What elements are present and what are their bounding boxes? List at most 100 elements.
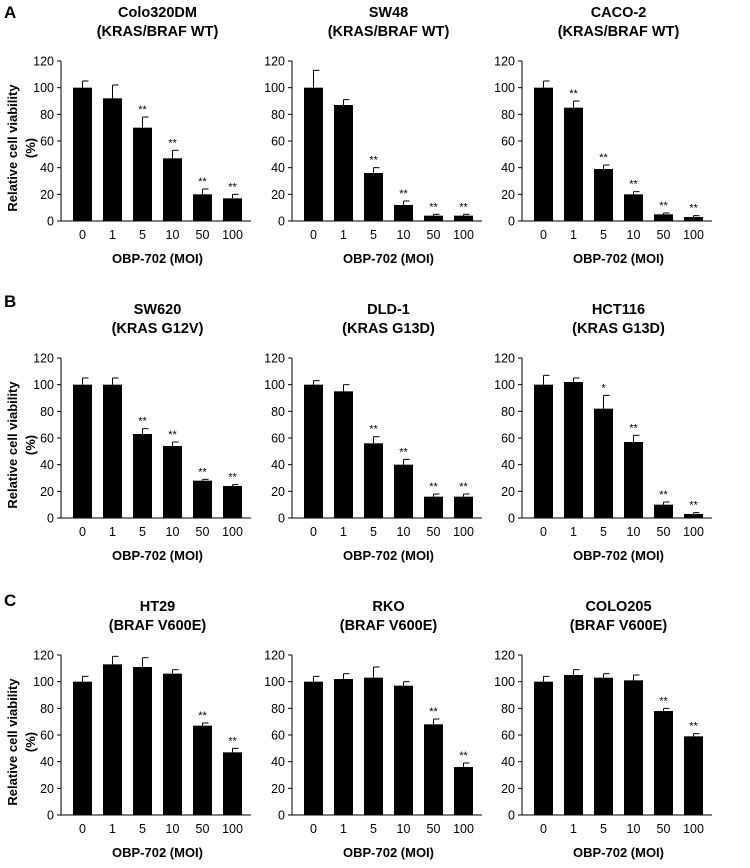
bar — [624, 194, 643, 221]
significance-mark: ** — [198, 466, 207, 478]
bar — [424, 215, 443, 221]
y-tick-label: 40 — [271, 161, 285, 175]
y-tick-label: 0 — [278, 215, 285, 229]
bar — [564, 675, 583, 815]
significance-mark: ** — [689, 203, 698, 215]
significance-mark: ** — [399, 446, 408, 458]
x-tick-label: 50 — [427, 525, 441, 539]
y-axis-label: Relative cell viability (%) — [5, 678, 38, 806]
significance-mark: ** — [138, 416, 147, 428]
x-tick-label: 1 — [340, 525, 347, 539]
x-tick-label: 0 — [79, 228, 86, 242]
y-tick-label: 80 — [40, 405, 54, 419]
x-tick-label: 10 — [166, 822, 180, 836]
significance-mark: ** — [659, 695, 668, 707]
y-tick-label: 20 — [271, 188, 285, 202]
bar — [133, 434, 152, 518]
y-tick-label: 60 — [40, 432, 54, 446]
significance-mark: ** — [198, 176, 207, 188]
y-tick-label: 20 — [40, 188, 54, 202]
significance-mark: ** — [429, 706, 438, 718]
y-tick-label: 120 — [264, 352, 285, 366]
bar — [534, 681, 553, 815]
y-tick-label: 100 — [264, 378, 285, 392]
chart-title-line: RKO — [372, 599, 404, 615]
bar — [163, 158, 182, 221]
y-axis-label-line: Relative cell viability — [5, 678, 20, 806]
x-tick-label: 50 — [196, 525, 210, 539]
significance-mark: ** — [629, 179, 638, 191]
y-tick-label: 120 — [264, 649, 285, 663]
y-tick-label: 60 — [271, 729, 285, 743]
y-tick-label: 80 — [271, 702, 285, 716]
x-tick-label: 1 — [340, 822, 347, 836]
x-axis-label: OBP-702 (MOI) — [343, 251, 434, 266]
bar — [654, 504, 673, 518]
y-tick-label: 80 — [40, 108, 54, 122]
bar — [364, 443, 383, 518]
x-tick-label: 0 — [79, 822, 86, 836]
y-tick-label: 40 — [271, 458, 285, 472]
bar — [594, 169, 613, 221]
x-tick-label: 5 — [600, 525, 607, 539]
bar — [534, 384, 553, 518]
significance-mark: ** — [228, 472, 237, 484]
bar — [73, 384, 92, 518]
y-tick-label: 100 — [33, 675, 54, 689]
y-axis-label-line: (%) — [23, 732, 38, 752]
y-tick-label: 60 — [501, 135, 515, 149]
significance-mark: ** — [369, 424, 378, 436]
significance-mark: ** — [689, 721, 698, 733]
x-tick-label: 0 — [310, 228, 317, 242]
bar — [454, 496, 473, 518]
y-tick-label: 60 — [501, 432, 515, 446]
x-tick-label: 0 — [540, 228, 547, 242]
significance-mark: ** — [429, 481, 438, 493]
x-tick-label: 10 — [166, 525, 180, 539]
y-axis-label: Relative cell viability (%) — [5, 381, 38, 509]
panel-letter-b: B — [4, 292, 16, 311]
y-tick-label: 100 — [264, 81, 285, 95]
bar — [594, 677, 613, 815]
x-tick-label: 50 — [427, 228, 441, 242]
x-tick-label: 5 — [139, 822, 146, 836]
bar — [364, 173, 383, 221]
x-axis-label: OBP-702 (MOI) — [573, 251, 664, 266]
chart-title-line: CACO-2 — [591, 5, 647, 21]
y-tick-label: 100 — [494, 675, 515, 689]
x-axis-label: OBP-702 (MOI) — [343, 548, 434, 563]
significance-mark: ** — [459, 481, 468, 493]
bar — [73, 87, 92, 222]
bar — [193, 725, 212, 815]
bar — [654, 214, 673, 221]
y-tick-label: 120 — [494, 55, 515, 69]
x-tick-label: 1 — [570, 822, 577, 836]
bar — [684, 736, 703, 815]
y-tick-label: 40 — [40, 458, 54, 472]
y-tick-label: 60 — [40, 135, 54, 149]
x-axis-label: OBP-702 (MOI) — [112, 251, 203, 266]
x-axis-label: OBP-702 (MOI) — [112, 845, 203, 860]
x-tick-label: 1 — [340, 228, 347, 242]
x-tick-label: 100 — [683, 228, 704, 242]
y-tick-label: 40 — [501, 755, 515, 769]
y-tick-label: 120 — [33, 649, 54, 663]
bar — [564, 382, 583, 518]
y-tick-label: 100 — [264, 675, 285, 689]
bar — [454, 767, 473, 815]
x-tick-label: 50 — [657, 525, 671, 539]
y-tick-label: 0 — [47, 809, 54, 823]
y-axis-label: Relative cell viability (%) — [5, 84, 38, 212]
bar — [163, 446, 182, 518]
chart-subtitle-line: (KRAS/BRAF WT) — [328, 24, 450, 40]
bar — [334, 105, 353, 221]
x-tick-label: 100 — [453, 822, 474, 836]
y-tick-label: 20 — [501, 485, 515, 499]
y-tick-label: 120 — [494, 352, 515, 366]
y-tick-label: 60 — [40, 729, 54, 743]
y-tick-label: 60 — [501, 729, 515, 743]
x-axis-label: OBP-702 (MOI) — [112, 548, 203, 563]
significance-mark: ** — [659, 489, 668, 501]
y-tick-label: 60 — [271, 432, 285, 446]
x-tick-label: 10 — [166, 228, 180, 242]
